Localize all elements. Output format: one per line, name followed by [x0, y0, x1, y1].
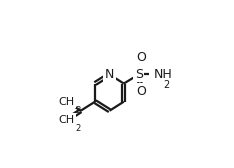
- Text: CH: CH: [59, 97, 75, 107]
- Text: O: O: [136, 51, 146, 64]
- Text: 2: 2: [163, 80, 169, 90]
- Text: O: O: [136, 85, 146, 98]
- Text: 3: 3: [75, 106, 80, 115]
- Text: S: S: [135, 68, 143, 81]
- Text: NH: NH: [154, 68, 172, 81]
- Text: CH: CH: [59, 115, 75, 125]
- Text: 2: 2: [75, 124, 80, 133]
- Text: N: N: [105, 68, 114, 81]
